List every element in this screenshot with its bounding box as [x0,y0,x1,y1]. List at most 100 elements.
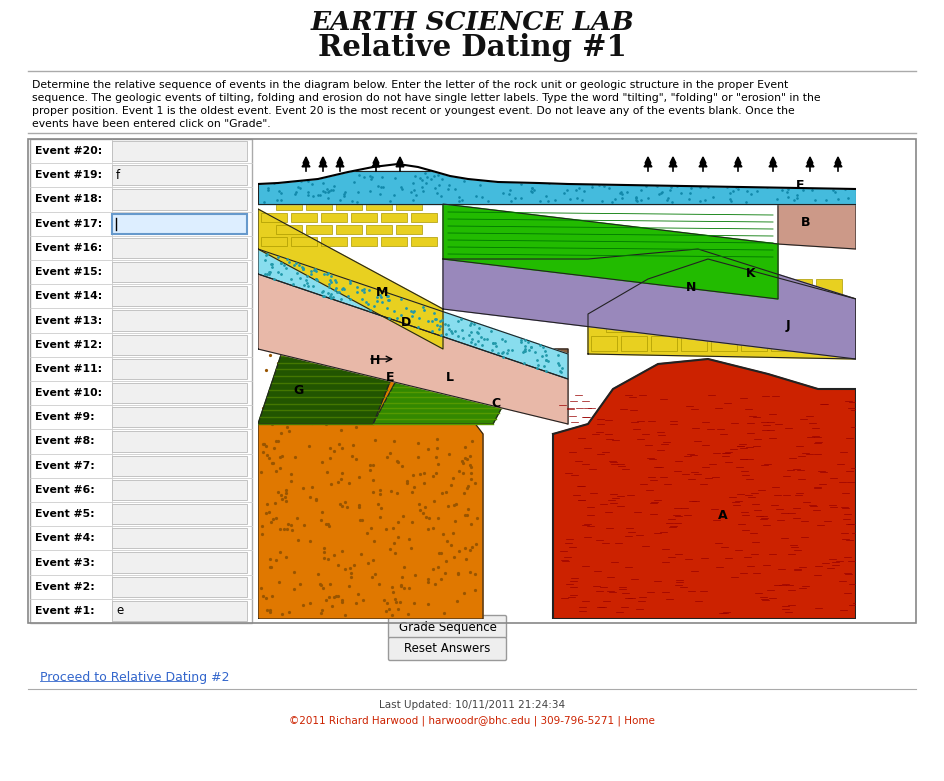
Polygon shape [337,157,343,163]
Bar [112,190,247,209]
Bar [606,317,632,332]
FancyBboxPatch shape [389,615,507,639]
Bar [112,358,247,379]
Text: Event #9:: Event #9: [35,412,94,423]
Polygon shape [319,161,327,167]
Bar [381,237,407,246]
Text: Event #20:: Event #20: [35,146,102,156]
Bar [112,528,247,548]
Text: Event #18:: Event #18: [35,194,102,205]
Bar [756,279,782,294]
Polygon shape [396,161,404,167]
Bar [291,237,317,246]
Bar [801,336,827,351]
Bar [771,298,797,313]
Polygon shape [700,157,706,163]
Text: B: B [801,216,811,229]
Bar [396,201,422,210]
Bar [112,334,247,355]
Text: sequence. The geologic events of tilting, folding and erosion do not have single: sequence. The geologic events of tilting… [32,93,820,103]
Bar [351,237,377,246]
Bar [711,298,737,313]
Bar [381,213,407,222]
Text: L: L [446,371,454,384]
Text: M: M [376,286,388,299]
Polygon shape [258,274,568,424]
Text: Event #13:: Event #13: [35,316,102,326]
Bar [276,201,302,210]
Text: f: f [116,169,120,182]
Bar [112,601,247,621]
Text: Event #15:: Event #15: [35,267,102,277]
Polygon shape [588,259,856,359]
Bar [786,279,812,294]
Polygon shape [373,349,533,424]
Polygon shape [670,157,676,163]
Bar [112,407,247,427]
Bar [726,279,752,294]
Text: EARTH SCIENCE LAB: EARTH SCIENCE LAB [311,10,633,35]
Polygon shape [834,161,842,167]
Bar [816,317,842,332]
Polygon shape [258,349,403,424]
Text: Event #6:: Event #6: [35,485,94,495]
Bar [636,279,662,294]
Bar [591,336,617,351]
Text: ©2011 Richard Harwood | harwoodr@bhc.edu | 309-796-5271 | Home: ©2011 Richard Harwood | harwoodr@bhc.edu… [289,715,655,726]
Bar [696,317,722,332]
Bar [771,336,797,351]
Bar [112,286,247,306]
Polygon shape [806,161,814,167]
Bar [591,298,617,313]
Text: F: F [796,179,804,192]
Polygon shape [735,157,741,163]
Text: e: e [116,604,124,618]
Bar [666,317,692,332]
Bar [741,298,767,313]
Bar [112,237,247,258]
Bar [261,237,287,246]
Bar [112,431,247,451]
Polygon shape [835,157,841,163]
Bar [651,298,677,313]
Text: Relative Dating #1: Relative Dating #1 [317,34,627,62]
Bar [681,336,707,351]
Bar [366,201,392,210]
Bar [112,310,247,330]
Bar [396,225,422,234]
Bar [636,317,662,332]
Bar [621,336,647,351]
Bar [666,279,692,294]
Text: E: E [386,371,395,384]
Bar [741,336,767,351]
Bar [321,237,347,246]
Bar [112,455,247,476]
Bar [786,317,812,332]
Polygon shape [302,161,310,167]
Bar [276,225,302,234]
Text: Event #19:: Event #19: [35,170,102,180]
Bar [411,213,437,222]
Bar [336,201,362,210]
Bar [112,213,247,234]
Polygon shape [397,157,403,163]
Text: Event #4:: Event #4: [35,533,94,544]
Polygon shape [770,157,776,163]
Bar [112,383,247,403]
Text: Event #11:: Event #11: [35,364,102,374]
Bar [411,237,437,246]
Bar [696,279,722,294]
Text: Determine the relative sequence of events in the diagram below. Enter the letter: Determine the relative sequence of event… [32,80,788,90]
Polygon shape [669,161,677,167]
Text: Event #10:: Event #10: [35,388,102,398]
Text: Event #1:: Event #1: [35,606,94,616]
Bar [30,139,252,623]
Bar [366,225,392,234]
Bar [261,213,287,222]
Bar [112,166,247,185]
Text: events have been entered click on "Grade".: events have been entered click on "Grade… [32,119,271,129]
Bar [291,213,317,222]
Text: proper position. Event 1 is the oldest event. Event 20 is the most recent or you: proper position. Event 1 is the oldest e… [32,106,795,116]
Text: G: G [293,384,303,397]
Text: Event #3:: Event #3: [35,558,94,568]
